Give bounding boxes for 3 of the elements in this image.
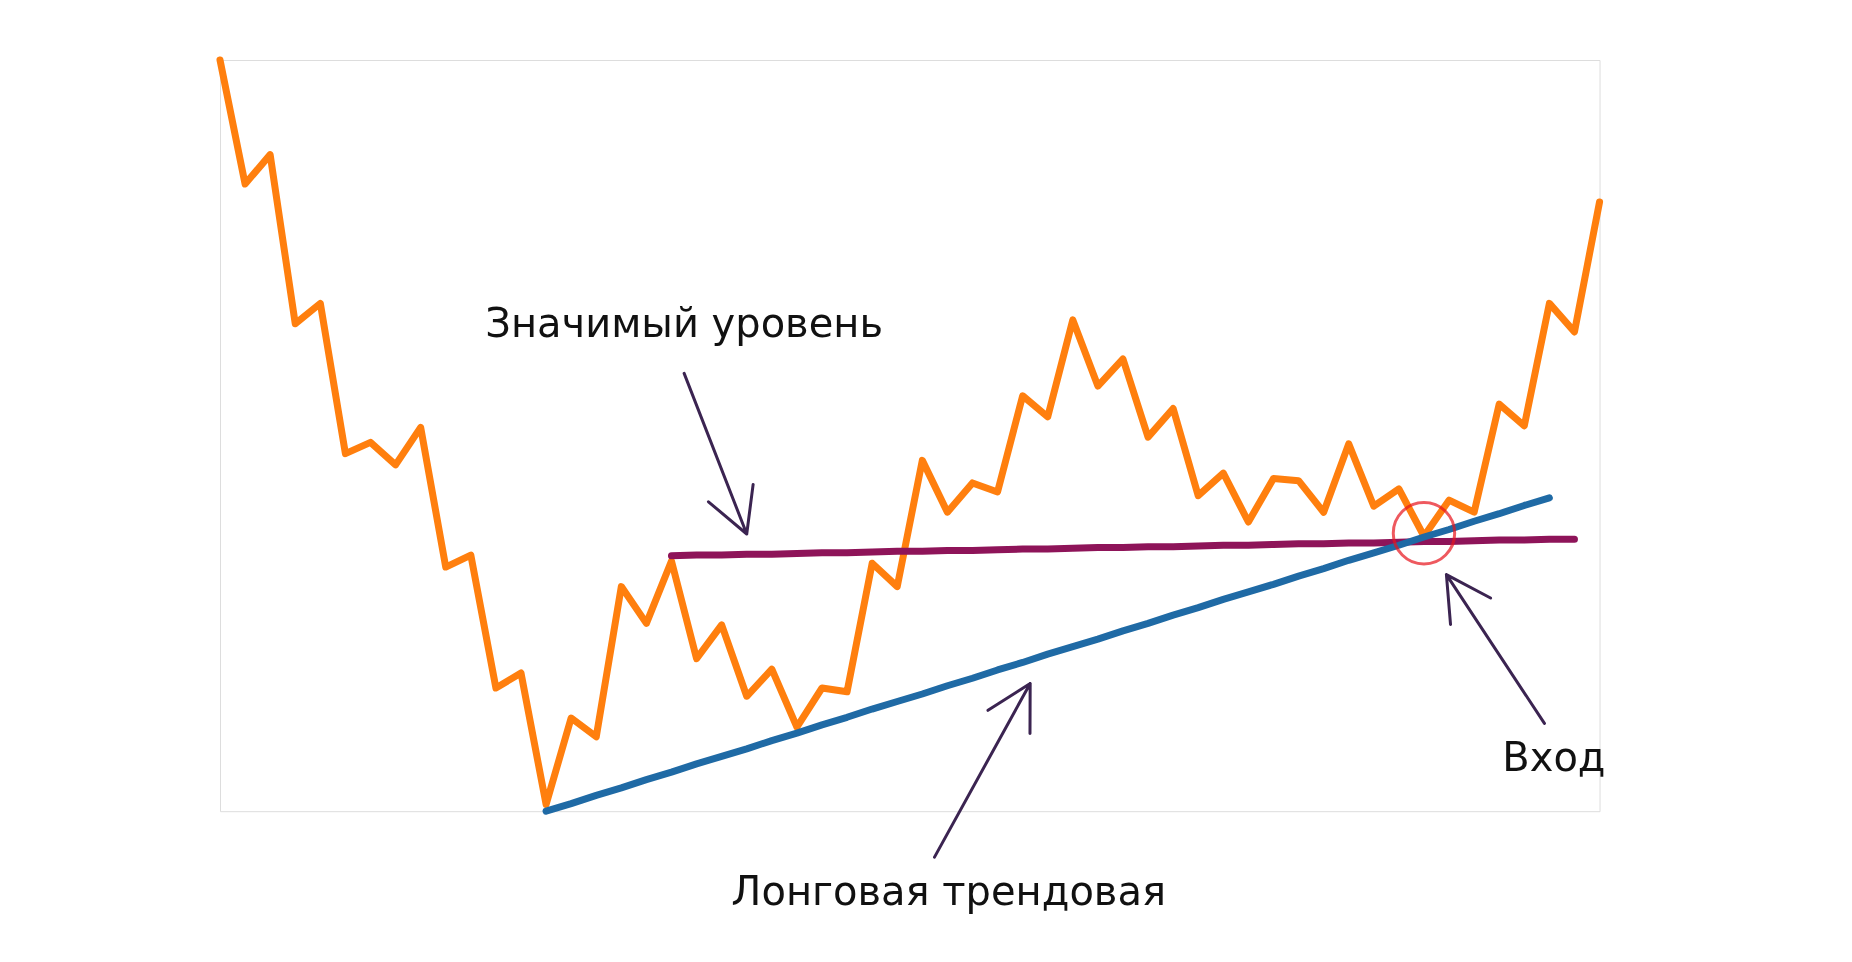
annotation: Значимый уровень — [485, 299, 883, 346]
annotation: Вход — [1502, 733, 1606, 780]
text: Лонговая трендовая — [731, 867, 1166, 914]
